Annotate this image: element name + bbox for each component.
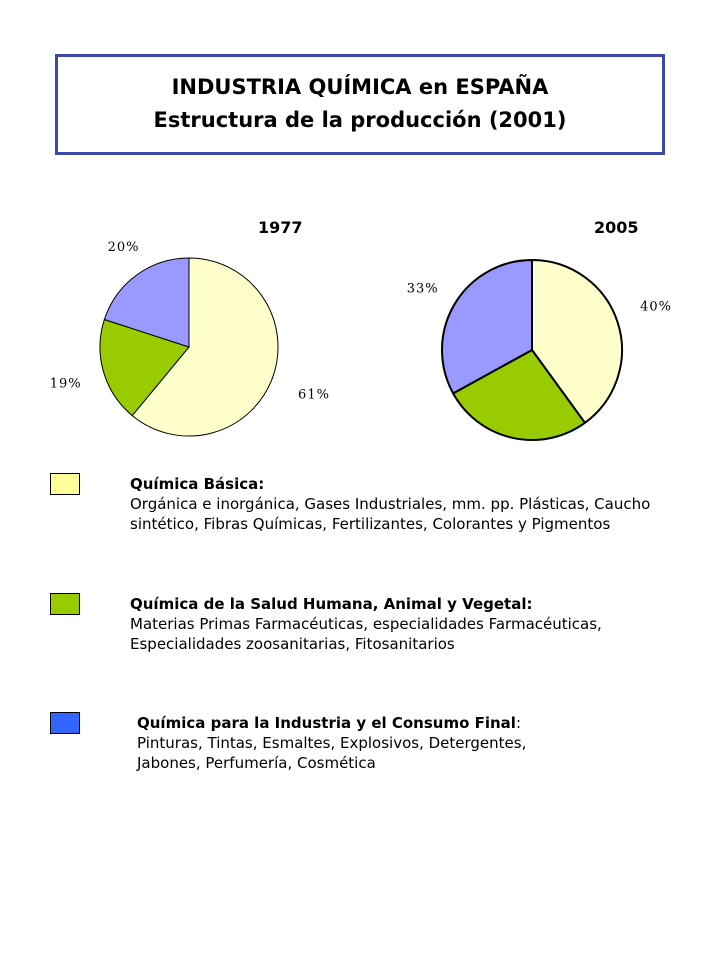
pie-slice xyxy=(441,258,533,395)
pie-1977-year-label: 1977 xyxy=(258,218,303,237)
legend-description: Orgánica e inorgánica, Gases Industriale… xyxy=(130,495,651,533)
legend-swatch-quimica-industria xyxy=(50,712,80,734)
legend-swatch-quimica-salud xyxy=(50,593,80,615)
legend-heading: Química de la Salud Humana, Animal y Veg… xyxy=(130,595,533,613)
pie-slice-label: 20% xyxy=(108,240,140,255)
legend-description: Materias Primas Farmacéuticas, especiali… xyxy=(130,615,602,653)
title-line-2: Estructura de la producción (2001) xyxy=(153,108,567,132)
pie-charts: 61% 19% 20% 40%27%33% xyxy=(50,240,672,441)
pie-slice xyxy=(531,258,623,425)
legend-heading: Química Básica: xyxy=(130,475,265,493)
pie-slice xyxy=(99,318,190,417)
pie-slice xyxy=(451,348,587,441)
pie-2005-year-label: 2005 xyxy=(594,218,639,237)
pie-slice xyxy=(131,257,279,437)
pie-slice-label: 61% xyxy=(298,388,330,403)
pie-2005: 40%27%33% xyxy=(407,258,672,441)
pie-slice-label: 40% xyxy=(640,299,672,314)
title-box: INDUSTRIA QUÍMICA en ESPAÑA Estructura d… xyxy=(55,54,665,155)
legend-description: Pinturas, Tintas, Esmaltes, Explosivos, … xyxy=(137,734,527,772)
title-line-1: INDUSTRIA QUÍMICA en ESPAÑA xyxy=(171,75,549,99)
pie-1977: 61% 19% 20% xyxy=(50,240,330,437)
legend-heading: Química para la Industria y el Consumo F… xyxy=(137,714,516,732)
pie-slice xyxy=(103,257,190,348)
pie-slice-label: 33% xyxy=(407,281,439,296)
pie-slice-label: 19% xyxy=(50,376,82,391)
legend-swatch-quimica-basica xyxy=(50,473,80,495)
legend-item-quimica-salud: Química de la Salud Humana, Animal y Veg… xyxy=(130,594,630,654)
legend-heading-suffix: : xyxy=(515,714,522,732)
legend-item-quimica-basica: Química Básica: Orgánica e inorgánica, G… xyxy=(130,474,670,534)
legend-item-quimica-industria: Química para la Industria y el Consumo F… xyxy=(137,713,577,773)
